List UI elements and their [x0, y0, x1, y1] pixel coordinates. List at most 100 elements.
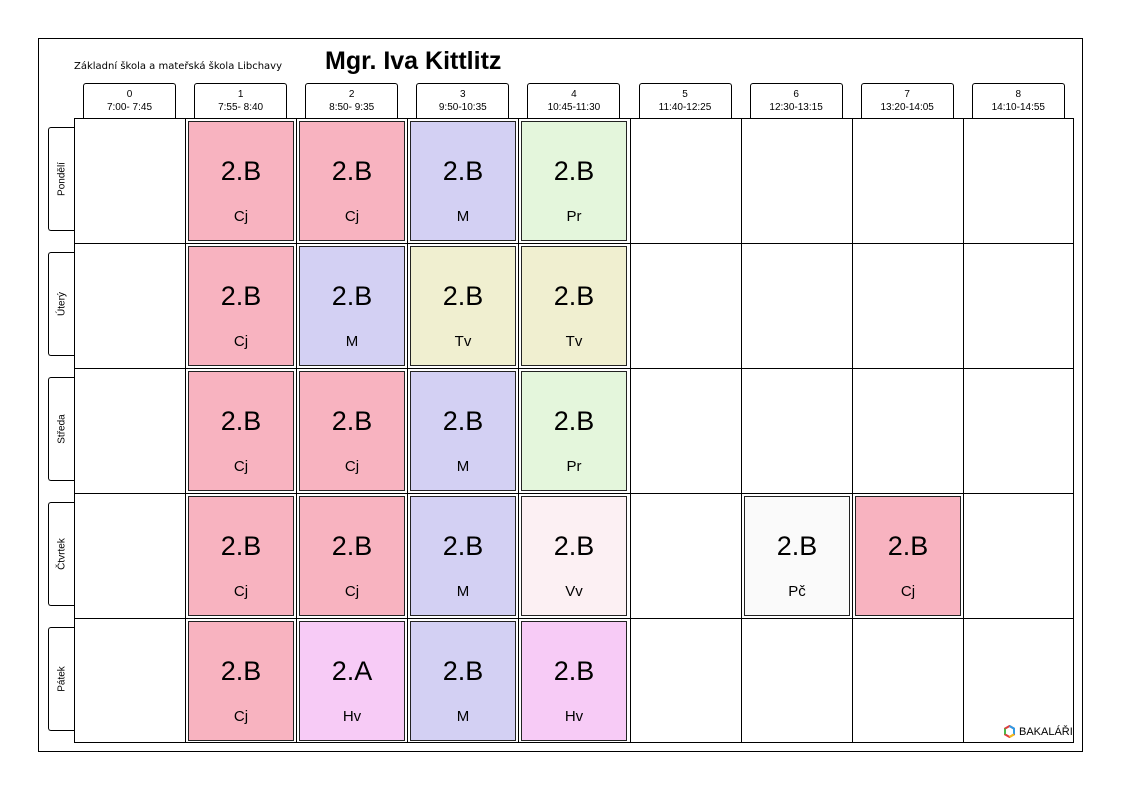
lesson-cell[interactable]: 2.B Pr [521, 121, 627, 241]
period-header-5: 5 11:40-12:25 [638, 83, 732, 119]
lesson-cell[interactable]: 2.B Pr [521, 371, 627, 491]
lesson-class: 2.B [553, 406, 595, 436]
bakalari-logo-icon [1004, 725, 1015, 738]
lesson-subject: Hv [564, 708, 584, 725]
period-time: 7:55- 8:40 [218, 102, 264, 113]
lesson-subject: Cj [233, 583, 249, 600]
grid-row-divider [75, 493, 1073, 494]
lesson-cell[interactable]: 2.B Cj [299, 371, 405, 491]
lesson-cell[interactable]: 2.A Hv [299, 621, 405, 741]
period-time: 13:20-14:05 [880, 102, 934, 113]
lesson-cell[interactable]: 2.B M [410, 621, 516, 741]
lesson-cell[interactable]: 2.B Vv [521, 496, 627, 616]
period-number: 8 [1015, 89, 1022, 100]
lesson-subject: Tv [565, 333, 583, 350]
lesson-cell[interactable]: 2.B Cj [855, 496, 961, 616]
lesson-class: 2.B [442, 656, 484, 686]
lesson-class: 2.B [553, 531, 595, 561]
grid-column-divider [185, 119, 186, 742]
period-time: 12:30-13:15 [769, 102, 823, 113]
grid-column-divider [852, 119, 853, 742]
lesson-cell[interactable]: 2.B Cj [299, 496, 405, 616]
period-header-2: 2 8:50- 9:35 [305, 83, 399, 119]
lesson-subject: Cj [233, 458, 249, 475]
lesson-cell[interactable]: 2.B Pč [744, 496, 850, 616]
lesson-subject: Cj [233, 208, 249, 225]
teacher-name: Mgr. Iva Kittlitz [325, 47, 502, 75]
brand-footer: BAKALÁŘI [1003, 725, 1073, 738]
lesson-subject: Cj [233, 708, 249, 725]
lesson-class: 2.B [331, 156, 373, 186]
lesson-subject: Pč [788, 583, 806, 600]
period-header-4: 4 10:45-11:30 [527, 83, 621, 119]
day-header-0: Pondělí [48, 127, 75, 231]
day-label: Středa [56, 414, 68, 444]
period-time: 9:50-10:35 [438, 102, 487, 113]
grid-column-divider [963, 119, 964, 742]
lesson-subject: Cj [233, 333, 249, 350]
lesson-class: 2.B [220, 656, 262, 686]
period-number: 3 [460, 89, 466, 100]
lesson-subject: Cj [344, 458, 360, 475]
lesson-subject: M [456, 583, 470, 600]
lesson-cell[interactable]: 2.B Cj [188, 121, 294, 241]
period-header-3: 3 9:50-10:35 [416, 83, 510, 119]
lesson-subject: M [456, 708, 470, 725]
lesson-cell[interactable]: 2.B Tv [521, 246, 627, 366]
lesson-cell[interactable]: 2.B Cj [299, 121, 405, 241]
lesson-subject: M [345, 333, 359, 350]
lesson-subject: Pr [566, 208, 582, 225]
lesson-cell[interactable]: 2.B M [299, 246, 405, 366]
lesson-subject: M [456, 458, 470, 475]
grid-column-divider [741, 119, 742, 742]
lesson-cell[interactable]: 2.B Cj [188, 371, 294, 491]
period-number: 2 [348, 89, 355, 100]
period-number: 0 [126, 89, 133, 100]
period-header-1: 1 7:55- 8:40 [194, 83, 288, 119]
lesson-subject: Pr [566, 458, 582, 475]
period-time: 7:00- 7:45 [106, 102, 153, 113]
grid-column-divider [630, 119, 631, 742]
timetable-grid: 2.B Cj 2.B Cj 2.B M 2.B Pr 2.B Cj 2.B M 2.B Tv 2.B Tv 2.… [74, 118, 1074, 743]
lesson-cell[interactable]: 2.B Tv [410, 246, 516, 366]
period-time: 10:45-11:30 [547, 102, 601, 113]
lesson-cell[interactable]: 2.B Cj [188, 621, 294, 741]
lesson-class: 2.B [887, 531, 929, 561]
grid-row-divider [75, 243, 1073, 244]
lesson-class: 2.B [331, 531, 373, 561]
lesson-class: 2.B [331, 281, 373, 311]
period-number: 7 [904, 89, 910, 100]
lesson-subject: Cj [344, 583, 360, 600]
lesson-cell[interactable]: 2.B M [410, 371, 516, 491]
period-number: 5 [682, 89, 688, 100]
lesson-cell[interactable]: 2.B M [410, 496, 516, 616]
lesson-subject: M [456, 208, 470, 225]
lesson-subject: Hv [342, 708, 362, 725]
day-header-1: Úterý [48, 252, 75, 356]
lesson-subject: Cj [344, 208, 360, 225]
lesson-class: 2.B [220, 281, 262, 311]
lesson-class: 2.B [553, 156, 595, 186]
period-header-8: 8 14:10-14:55 [971, 83, 1065, 119]
lesson-cell[interactable]: 2.B Cj [188, 496, 294, 616]
lesson-cell[interactable]: 2.B M [410, 121, 516, 241]
lesson-class: 2.B [442, 281, 484, 311]
day-label: Pátek [56, 666, 68, 692]
lesson-class: 2.B [442, 406, 484, 436]
lesson-cell[interactable]: 2.B Cj [188, 246, 294, 366]
brand-name: BAKALÁŘI [1019, 725, 1073, 738]
period-header-6: 6 12:30-13:15 [749, 83, 843, 119]
lesson-subject: Tv [454, 333, 472, 350]
grid-row-divider [75, 618, 1073, 619]
period-time: 11:40-12:25 [658, 102, 712, 113]
lesson-cell[interactable]: 2.B Hv [521, 621, 627, 741]
day-header-3: Čtvrtek [48, 502, 75, 606]
day-label: Úterý [56, 292, 68, 316]
lesson-class: 2.B [553, 281, 595, 311]
day-label: Čtvrtek [56, 538, 68, 570]
grid-row-divider [75, 368, 1073, 369]
school-name: Základní škola a mateřská škola Libchavy [74, 61, 283, 72]
period-header-7: 7 13:20-14:05 [860, 83, 954, 119]
grid-column-divider [518, 119, 519, 742]
period-time: 14:10-14:55 [991, 102, 1045, 113]
